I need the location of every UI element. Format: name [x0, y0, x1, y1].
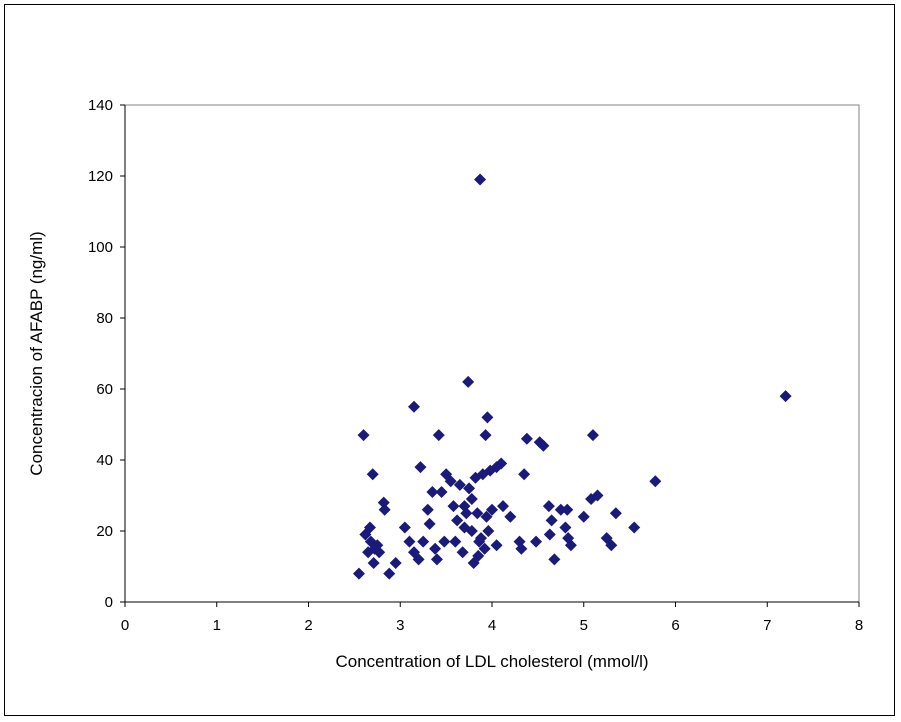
data-point: [564, 539, 577, 552]
data-point: [357, 429, 370, 442]
y-tick-label: 40: [96, 452, 113, 469]
data-point: [378, 503, 391, 516]
data-point: [408, 400, 421, 413]
x-tick-label: 3: [396, 617, 404, 634]
data-point: [430, 553, 443, 566]
data-point: [482, 525, 495, 537]
data-point: [548, 553, 561, 566]
x-axis-title: Concentration of LDL cholesterol (mmol/l…: [335, 652, 648, 671]
y-axis-ticks: 0 20 40 60 80 100 120 140: [88, 97, 125, 611]
data-point: [463, 482, 476, 495]
data-point: [398, 521, 411, 534]
data-point: [472, 549, 485, 562]
data-point: [429, 542, 442, 555]
data-point: [591, 489, 604, 502]
chart-frame: [4, 4, 895, 716]
data-point: [373, 546, 386, 559]
data-point: [389, 556, 402, 569]
data-point: [451, 514, 464, 527]
data-point: [460, 507, 473, 520]
y-axis-title: Concentracion of AFABP (ng/ml): [27, 231, 46, 475]
x-tick-label: 4: [488, 617, 496, 634]
data-point: [497, 500, 510, 513]
data-points: [352, 173, 792, 580]
data-point: [366, 468, 379, 481]
data-point: [628, 521, 641, 534]
data-point: [537, 439, 550, 452]
data-point: [577, 510, 590, 523]
data-point: [352, 567, 365, 580]
y-tick-label: 120: [88, 168, 113, 185]
data-point: [383, 567, 396, 580]
data-point: [479, 429, 492, 442]
data-point: [462, 375, 475, 388]
data-point: [480, 510, 493, 523]
data-point: [530, 535, 543, 548]
data-point: [453, 478, 466, 491]
data-point: [447, 500, 460, 513]
data-point: [605, 539, 618, 552]
x-tick-label: 0: [121, 617, 129, 634]
data-point: [554, 503, 567, 516]
data-point: [520, 432, 533, 445]
data-point: [363, 521, 376, 534]
data-point: [367, 556, 380, 569]
x-tick-label: 1: [213, 617, 221, 634]
data-point: [490, 539, 503, 552]
data-point: [456, 546, 469, 559]
data-point: [414, 461, 427, 474]
data-point: [458, 500, 471, 513]
x-tick-label: 8: [855, 617, 863, 634]
y-tick-label: 140: [88, 97, 113, 114]
y-tick-label: 0: [105, 594, 113, 611]
data-point: [423, 517, 436, 530]
y-tick-label: 80: [96, 310, 113, 327]
data-point: [377, 496, 390, 509]
data-point: [474, 173, 487, 186]
data-point: [515, 542, 528, 555]
data-point: [609, 507, 622, 520]
data-point: [438, 535, 451, 548]
data-point: [481, 411, 494, 424]
data-point: [421, 503, 434, 516]
data-point: [403, 535, 416, 548]
data-point: [586, 429, 599, 442]
data-point: [465, 493, 478, 506]
data-point: [779, 390, 792, 403]
data-point: [417, 535, 430, 548]
data-point: [542, 500, 555, 513]
data-point: [545, 514, 558, 527]
y-tick-label: 100: [88, 239, 113, 256]
data-point: [432, 429, 445, 442]
y-tick-label: 20: [96, 523, 113, 540]
data-point: [444, 475, 457, 488]
data-point: [495, 457, 508, 470]
data-point: [504, 510, 517, 523]
data-point: [518, 468, 531, 481]
data-point: [426, 485, 439, 498]
data-point: [559, 521, 572, 534]
data-point: [474, 532, 487, 545]
data-point: [435, 485, 448, 498]
data-point: [471, 507, 484, 520]
y-tick-label: 60: [96, 381, 113, 398]
data-point: [449, 535, 462, 548]
data-point: [543, 528, 556, 541]
x-tick-label: 6: [671, 617, 679, 634]
data-point: [412, 553, 425, 566]
x-axis-ticks: 0 1 2 3 4 5 6 7 8: [121, 602, 863, 634]
x-tick-label: 7: [763, 617, 771, 634]
data-point: [486, 503, 498, 516]
data-point: [478, 542, 491, 555]
x-tick-label: 2: [304, 617, 312, 634]
data-point: [561, 503, 574, 516]
x-tick-label: 5: [580, 617, 588, 634]
data-point: [465, 525, 478, 537]
plot-area: [124, 104, 860, 603]
data-point: [649, 475, 662, 488]
